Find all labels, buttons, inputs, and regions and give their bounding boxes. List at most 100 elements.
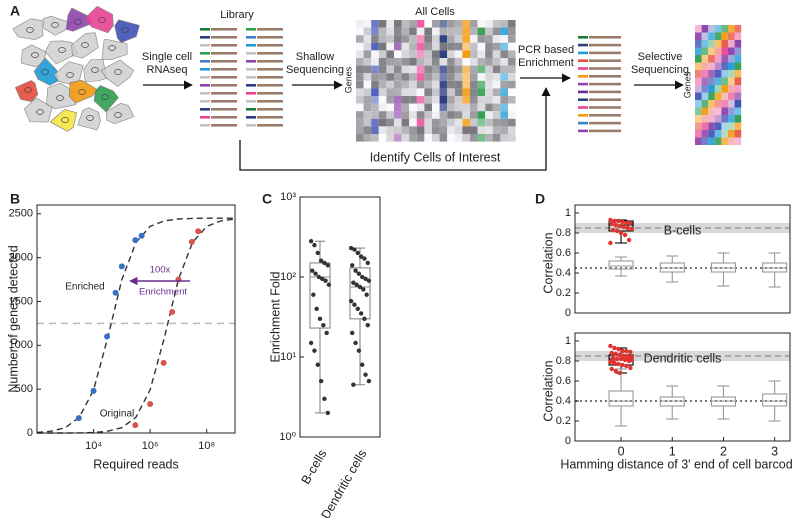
- heat-cell: [454, 88, 463, 96]
- point: [620, 362, 625, 368]
- x-tick-label: 1: [669, 444, 676, 458]
- heat-cell: [477, 35, 486, 43]
- step-label: Single cell: [142, 51, 192, 63]
- heat-cell: [432, 58, 440, 66]
- point: [616, 218, 621, 224]
- heat-cell: [401, 80, 410, 89]
- heat-cell: [714, 137, 722, 145]
- read-tag: [578, 98, 588, 101]
- heat-cell: [386, 111, 394, 119]
- heat-cell: [492, 118, 501, 127]
- y-tick-label: 1000: [9, 339, 33, 351]
- heat-cell: [363, 103, 372, 112]
- heat-cell: [500, 88, 508, 96]
- heat-cell: [401, 35, 410, 43]
- heat-cell: [470, 73, 478, 81]
- point: [622, 232, 628, 238]
- heat-cell: [470, 27, 478, 36]
- point: [317, 316, 323, 322]
- heat-cell: [492, 27, 501, 36]
- heat-cell: [378, 80, 387, 89]
- point: [348, 245, 354, 251]
- heat-cell: [470, 58, 478, 66]
- heat-cell: [447, 88, 455, 96]
- point: [365, 260, 370, 266]
- heat-cell: [447, 65, 455, 74]
- read-tag: [246, 108, 256, 111]
- heat-cell: [439, 80, 448, 89]
- heat-cell: [728, 107, 735, 115]
- nucleus: [58, 47, 66, 53]
- point: [322, 260, 327, 266]
- heat-cell: [356, 103, 364, 112]
- nucleus: [78, 89, 86, 95]
- heat-cell: [695, 25, 702, 33]
- heat-cell: [447, 50, 455, 58]
- heat-cell: [363, 88, 372, 96]
- heat-cell: [363, 73, 372, 81]
- heat-cell: [470, 118, 478, 127]
- point: [366, 378, 372, 384]
- read-tag: [200, 28, 210, 31]
- heat-cell: [447, 73, 455, 81]
- heat-cell: [416, 88, 425, 96]
- read-tag: [200, 124, 210, 127]
- heat-cell: [409, 73, 417, 81]
- nucleus: [36, 109, 44, 115]
- heat-cell: [409, 42, 417, 51]
- nucleus: [91, 67, 99, 73]
- heat-cell: [394, 111, 402, 119]
- point: [354, 282, 359, 287]
- box: [762, 393, 788, 407]
- heat-cell: [356, 27, 364, 36]
- heat-cell: [734, 62, 742, 70]
- heat-cell: [356, 88, 364, 96]
- heat-cell: [363, 58, 372, 66]
- heat-cell: [394, 134, 402, 142]
- panel-label: C: [262, 191, 272, 207]
- heat-cell: [409, 58, 417, 66]
- panel-a: A Library Single cell RNAseq Shallow Seq…: [10, 3, 742, 171]
- library-label: Library: [220, 9, 254, 21]
- heat-cell: [371, 118, 379, 127]
- heat-cell: [477, 88, 486, 96]
- heat-cell: [701, 47, 709, 55]
- heat-cell: [439, 42, 448, 51]
- heat-cell: [695, 62, 702, 70]
- nucleus: [41, 69, 49, 75]
- heat-cell: [508, 80, 516, 89]
- read: [211, 84, 237, 87]
- heat-cell: [424, 96, 432, 104]
- point: [355, 250, 360, 256]
- heat-cell: [695, 107, 702, 115]
- point: [363, 372, 368, 377]
- heat-cell: [701, 62, 709, 70]
- heat-cell: [728, 77, 735, 85]
- fit-curve: [36, 217, 235, 434]
- heat-cell: [409, 35, 417, 43]
- point: [351, 280, 356, 285]
- point: [365, 322, 370, 328]
- y-tick-label: 0.4: [556, 267, 571, 279]
- read: [589, 90, 621, 94]
- heat-cell: [447, 42, 455, 51]
- heat-cell: [500, 65, 508, 74]
- point: [628, 349, 633, 355]
- heat-cell: [371, 96, 379, 104]
- heat-cell: [477, 58, 486, 66]
- series-label: Original: [100, 409, 134, 420]
- heat-cell: [714, 47, 722, 55]
- point: [308, 340, 314, 346]
- heat-cell: [721, 115, 728, 123]
- point: [352, 247, 357, 252]
- heat-cell: [447, 35, 455, 43]
- point: [617, 352, 622, 358]
- heat-cell: [454, 73, 463, 81]
- read-tag: [578, 90, 588, 94]
- read: [257, 124, 283, 127]
- nucleus: [24, 87, 32, 93]
- heat-cell: [701, 107, 709, 115]
- heat-cell: [432, 35, 440, 43]
- heat-cell: [378, 27, 387, 36]
